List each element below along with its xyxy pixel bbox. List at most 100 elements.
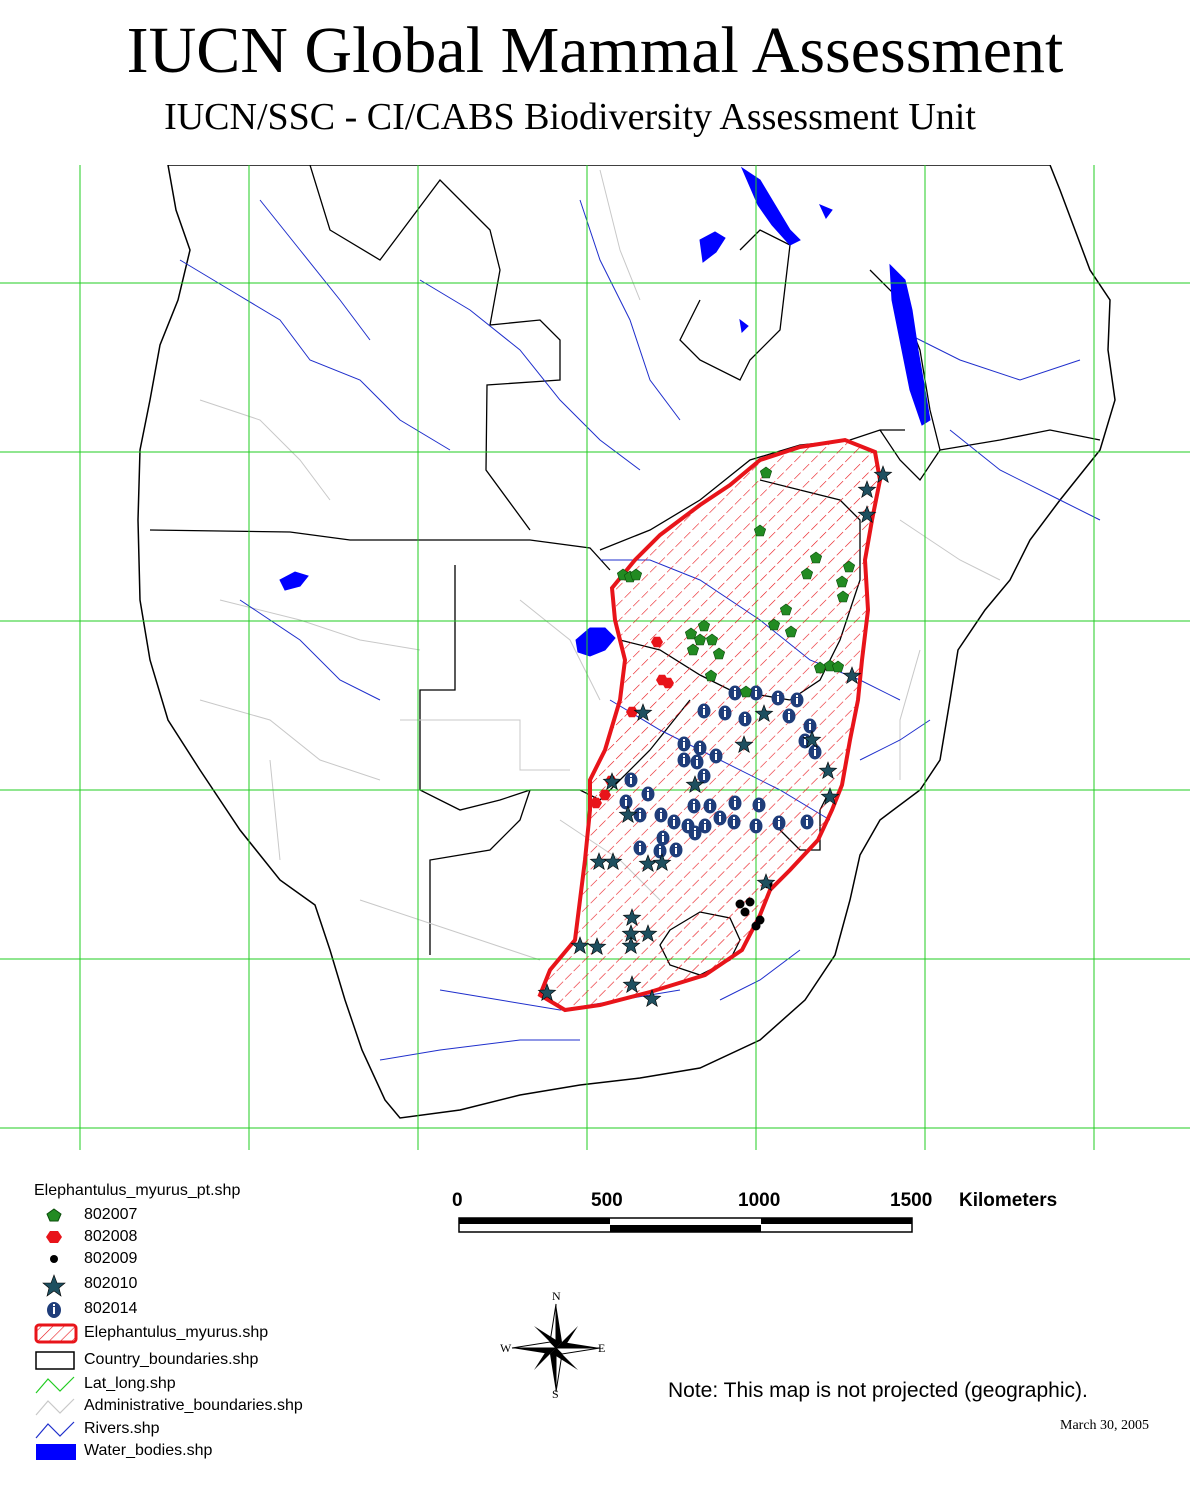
map-canvas[interactable] xyxy=(0,165,1190,1155)
record-802014 xyxy=(772,815,786,831)
compass-rose-icon xyxy=(511,1303,601,1393)
record-802010 xyxy=(802,730,822,748)
legend-item-802010: 802010 xyxy=(34,1273,454,1297)
record-802014 xyxy=(641,786,655,802)
compass-w: W xyxy=(500,1341,512,1355)
legend-label: Country_boundaries.shp xyxy=(84,1351,259,1368)
dot-icon xyxy=(50,1255,58,1263)
record-802007 xyxy=(629,568,643,581)
record-802014 xyxy=(669,842,683,858)
record-802008 xyxy=(590,797,602,809)
record-802010 xyxy=(587,937,607,955)
record-802014 xyxy=(709,748,723,764)
record-802010 xyxy=(642,989,662,1007)
record-802007 xyxy=(835,575,849,588)
legend-label: 802008 xyxy=(84,1228,138,1245)
record-802014 xyxy=(752,797,766,813)
record-802008 xyxy=(651,636,663,648)
legend-label: Elephantulus_myurus.shp xyxy=(84,1324,269,1341)
record-802007 xyxy=(836,590,850,603)
legend-title: Elephantulus_myurus_pt.shp xyxy=(34,1182,241,1199)
north-arrow: N S E W xyxy=(500,1289,605,1401)
scale-bar-graphic xyxy=(458,1217,913,1233)
record-802007 xyxy=(705,633,719,646)
compass-n: N xyxy=(552,1289,561,1303)
record-802014 xyxy=(633,807,647,823)
record-802014 xyxy=(687,798,701,814)
record-802010 xyxy=(570,936,590,954)
record-802014 xyxy=(808,744,822,760)
record-802008 xyxy=(662,677,674,689)
legend-label: 802010 xyxy=(84,1275,138,1292)
legend-label: Administrative_boundaries.shp xyxy=(84,1397,303,1414)
map-date: March 30, 2005 xyxy=(1060,1418,1150,1433)
record-802014 xyxy=(697,703,711,719)
record-802010 xyxy=(622,908,642,926)
legend-label: 802014 xyxy=(84,1300,138,1317)
record-802014 xyxy=(713,810,727,826)
record-802010 xyxy=(857,505,877,523)
record-802007 xyxy=(759,466,773,479)
legend-item-water: Water_bodies.shp xyxy=(34,1440,454,1462)
record-802014 xyxy=(698,818,712,834)
map-subtitle: IUCN/SSC - CI/CABS Biodiversity Assessme… xyxy=(164,96,976,138)
scale-tick: 1500 xyxy=(890,1190,933,1211)
record-802007 xyxy=(712,647,726,660)
legend-item-country: Country_boundaries.shp xyxy=(34,1349,454,1371)
record-802010 xyxy=(873,465,893,483)
record-802007 xyxy=(779,603,793,616)
record-802014 xyxy=(653,843,667,859)
map-title: IUCN Global Mammal Assessment xyxy=(126,14,1064,87)
record-802014 xyxy=(718,705,732,721)
record-802014 xyxy=(749,685,763,701)
record-802014 xyxy=(633,840,647,856)
scale-tick: 0 xyxy=(452,1190,463,1211)
hatched-polygon-icon xyxy=(34,1323,78,1344)
record-802014 xyxy=(800,814,814,830)
compass-e: E xyxy=(598,1341,605,1355)
legend-item-802009: 802009 xyxy=(34,1248,454,1270)
record-802010 xyxy=(857,480,877,498)
record-802010 xyxy=(734,735,754,753)
record-802009 xyxy=(751,921,761,931)
record-802014 xyxy=(727,814,741,830)
record-802008 xyxy=(599,789,611,801)
legend-item-802008: 802008 xyxy=(34,1226,454,1248)
line-icon xyxy=(35,1376,75,1394)
outline-box-icon xyxy=(35,1351,75,1370)
record-802010 xyxy=(622,975,642,993)
record-802014 xyxy=(728,795,742,811)
record-802009 xyxy=(735,899,745,909)
record-802009 xyxy=(745,897,755,907)
legend-item-latlong: Lat_long.shp xyxy=(34,1373,454,1395)
record-802014 xyxy=(688,825,702,841)
record-802014 xyxy=(667,814,681,830)
record-802010 xyxy=(621,936,641,954)
scale-tick: 1000 xyxy=(738,1190,781,1211)
record-802014 xyxy=(693,740,707,756)
record-802010 xyxy=(818,761,838,779)
record-802009 xyxy=(740,907,750,917)
record-802010 xyxy=(602,772,622,790)
record-802014 xyxy=(690,754,704,770)
record-802010 xyxy=(633,703,653,721)
record-802014 xyxy=(790,692,804,708)
record-802007 xyxy=(704,669,718,682)
record-802014 xyxy=(728,685,742,701)
record-802007 xyxy=(831,660,845,673)
record-802014 xyxy=(654,807,668,823)
record-802014 xyxy=(677,736,691,752)
record-802007 xyxy=(693,633,707,646)
record-802014 xyxy=(771,690,785,706)
record-802014 xyxy=(803,718,817,734)
scale-bar: 0 500 1000 1500 Kilometers xyxy=(440,1190,1120,1250)
legend-item-802014: 802014 xyxy=(34,1298,454,1320)
record-802014 xyxy=(697,768,711,784)
scale-unit: Kilometers xyxy=(959,1190,1058,1211)
legend-label: Rivers.shp xyxy=(84,1420,160,1437)
record-802010 xyxy=(652,853,672,871)
compass-s: S xyxy=(552,1387,559,1401)
record-802007 xyxy=(739,685,753,698)
species-range[interactable] xyxy=(537,437,883,1013)
record-802014 xyxy=(738,711,752,727)
